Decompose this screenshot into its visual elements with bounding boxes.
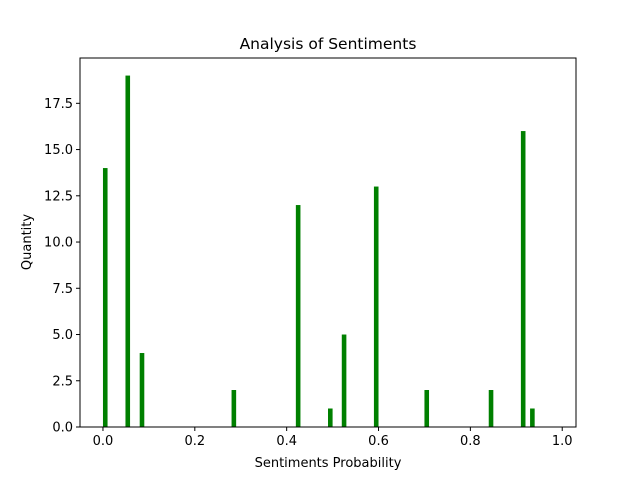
y-tick-label: 17.5 (44, 97, 73, 112)
y-tick-label: 7.5 (52, 282, 73, 297)
bar (530, 408, 535, 427)
x-tick-label: 0.8 (460, 434, 481, 449)
x-tick-label: 0.2 (184, 434, 205, 449)
bar (373, 186, 379, 427)
bar (295, 205, 301, 427)
bar (341, 334, 347, 427)
y-tick-label: 0.0 (52, 421, 73, 436)
y-tick-label: 15.0 (44, 143, 73, 158)
bar (231, 390, 237, 427)
bar (125, 75, 131, 428)
bar (139, 353, 145, 427)
y-tick-label: 5.0 (52, 328, 73, 343)
bar (488, 390, 494, 427)
plot-frame (79, 57, 577, 428)
bar (328, 408, 333, 427)
bar (520, 131, 526, 427)
y-tick-label: 2.5 (52, 374, 73, 389)
bar (424, 390, 430, 427)
x-axis-title: Sentiments Probability (255, 456, 402, 471)
y-tick-label: 12.5 (44, 189, 73, 204)
x-axis-ticks: 0.0 0.2 0.4 0.6 0.8 1.0 (93, 427, 573, 449)
bar (102, 168, 108, 428)
x-tick-label: 0.0 (93, 434, 114, 449)
x-tick-label: 1.0 (552, 434, 573, 449)
y-axis-ticks: 0.0 2.5 5.0 7.5 10.0 12.5 15.0 17.5 (44, 97, 80, 436)
bars-group (102, 75, 535, 428)
y-tick-label: 10.0 (44, 236, 73, 251)
x-tick-label: 0.4 (276, 434, 297, 449)
chart-title: Analysis of Sentiments (240, 35, 417, 53)
x-tick-label: 0.6 (368, 434, 389, 449)
y-axis-title: Quantity (20, 214, 35, 270)
